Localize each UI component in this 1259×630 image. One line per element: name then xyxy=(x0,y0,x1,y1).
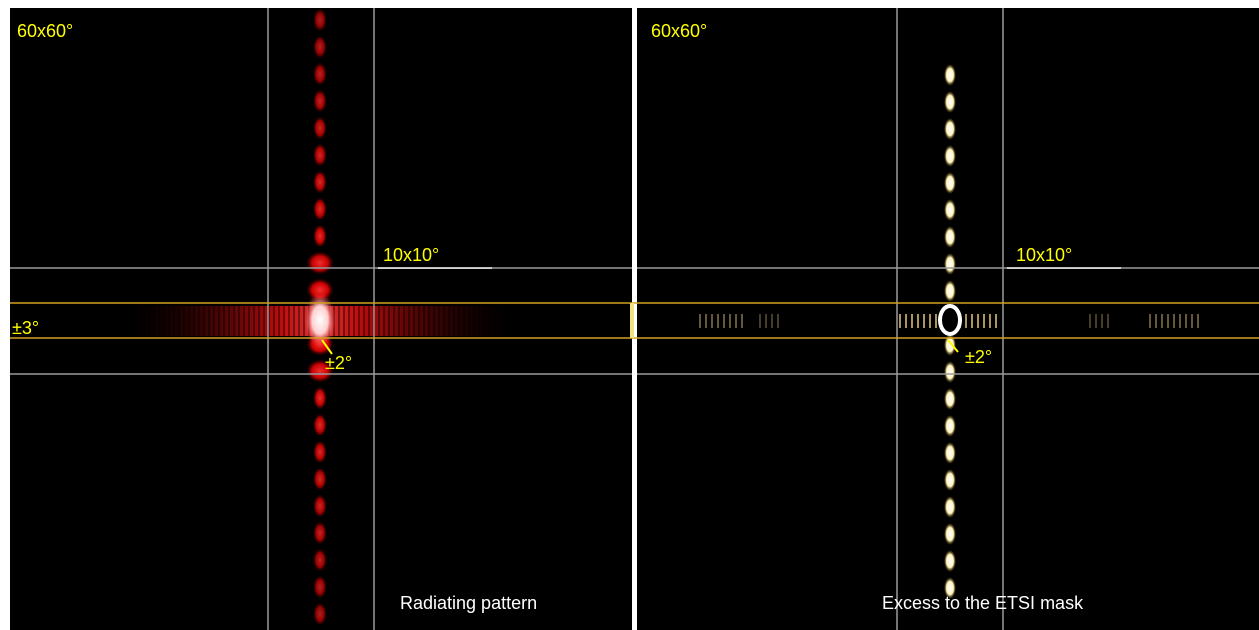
corner-label: 60x60° xyxy=(17,21,73,41)
lobe xyxy=(306,251,334,275)
lobe xyxy=(313,224,327,248)
lobe xyxy=(313,602,327,626)
band-label: ±3° xyxy=(12,318,39,338)
lobe xyxy=(313,116,327,140)
caption: Excess to the ETSI mask xyxy=(882,593,1084,613)
lobe xyxy=(313,386,327,410)
excess-lobe xyxy=(944,550,956,572)
excess-lobe xyxy=(944,64,956,86)
excess-lobe xyxy=(944,523,956,545)
excess-lobe xyxy=(944,172,956,194)
excess-lobe xyxy=(944,388,956,410)
lobe xyxy=(313,467,327,491)
lobe xyxy=(313,89,327,113)
core xyxy=(304,292,336,348)
lobe xyxy=(313,548,327,572)
lobe xyxy=(313,413,327,437)
excess-lobe xyxy=(944,469,956,491)
lobe xyxy=(313,143,327,167)
box-label: 10x10° xyxy=(383,245,439,265)
excess-lobe xyxy=(944,91,956,113)
lobe xyxy=(313,521,327,545)
corner-label: 60x60° xyxy=(651,21,707,41)
box-label: 10x10° xyxy=(1016,245,1072,265)
angle-label: ±2° xyxy=(965,347,992,367)
excess-lobe xyxy=(944,280,956,302)
caption: Radiating pattern xyxy=(400,593,537,613)
lobe xyxy=(313,170,327,194)
figure: 60x60° 10x10° ±3° ±2° Radiating pattern … xyxy=(0,0,1259,630)
lobe xyxy=(313,575,327,599)
lobe xyxy=(313,8,327,32)
excess-lobe xyxy=(944,226,956,248)
lobe xyxy=(313,197,327,221)
excess-lobe xyxy=(944,415,956,437)
excess-lobe xyxy=(944,145,956,167)
excess-lobe xyxy=(944,496,956,518)
lobe xyxy=(313,62,327,86)
excess-lobe xyxy=(944,253,956,275)
angle-label: ±2° xyxy=(325,353,352,373)
excess-lobe xyxy=(944,442,956,464)
excess-core xyxy=(940,306,960,334)
lobe xyxy=(313,494,327,518)
excess-lobe xyxy=(944,199,956,221)
lobe xyxy=(313,35,327,59)
lobe xyxy=(313,440,327,464)
excess-lobe xyxy=(944,118,956,140)
excess-lobe xyxy=(944,361,956,383)
